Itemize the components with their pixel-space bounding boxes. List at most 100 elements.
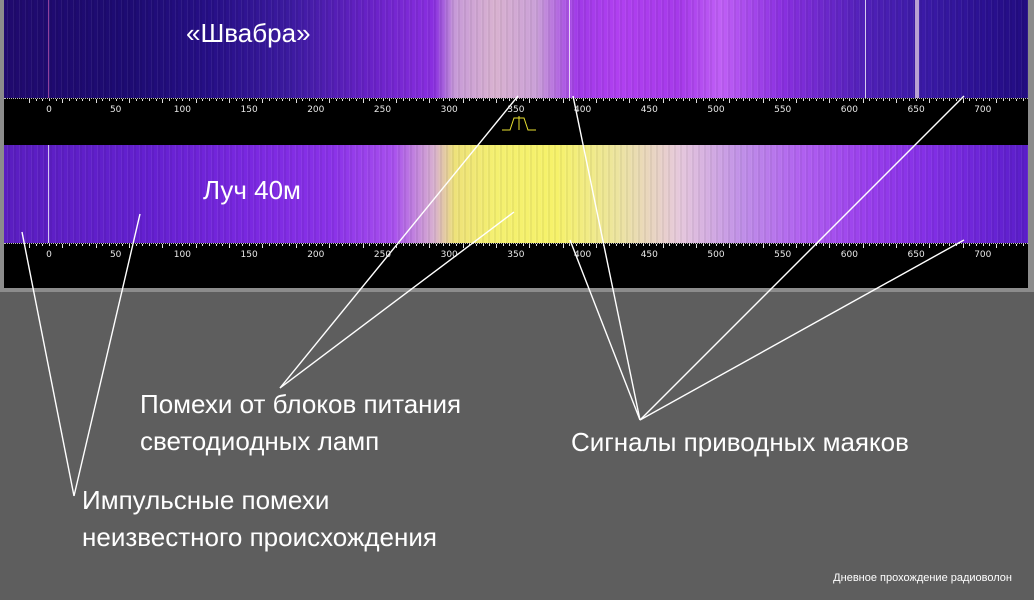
scale-minor-tick <box>976 244 978 246</box>
scale-minor-tick <box>502 99 504 101</box>
scale-minor-tick <box>149 99 151 101</box>
scale-minor-tick <box>435 244 437 246</box>
scale-minor-tick <box>355 244 357 246</box>
scale-minor-tick <box>515 99 517 101</box>
scale-tick-label: 550 <box>774 105 792 115</box>
scale-minor-tick <box>449 244 451 246</box>
scale-minor-tick <box>809 244 811 246</box>
scale-minor-tick <box>615 99 617 101</box>
scale-minor-tick <box>595 99 597 103</box>
scale-minor-tick <box>389 244 391 246</box>
led-noise-caption: Помехи от блоков питания светодиодных ла… <box>140 386 461 460</box>
scale-minor-tick <box>909 244 911 246</box>
scale-minor-tick <box>115 99 117 101</box>
scale-minor-tick <box>149 244 151 246</box>
scale-minor-tick <box>169 99 171 101</box>
scale-minor-tick <box>295 99 297 103</box>
scale-minor-tick <box>642 244 644 246</box>
scale-minor-tick <box>722 244 724 246</box>
scale-minor-tick <box>289 99 291 101</box>
scale-tick-label: 500 <box>707 105 725 115</box>
scale-minor-tick <box>122 99 124 101</box>
scale-minor-tick <box>742 244 744 246</box>
led-noise-line-2: светодиодных ламп <box>140 426 380 456</box>
scale-minor-tick <box>55 244 57 246</box>
scale-minor-tick <box>609 244 611 246</box>
scale-minor-tick <box>696 99 697 103</box>
scale-minor-tick <box>202 99 204 101</box>
scale-minor-tick <box>262 99 264 103</box>
scale-minor-tick <box>796 99 798 103</box>
scale-minor-tick <box>1022 99 1024 101</box>
scale-minor-tick <box>222 99 224 101</box>
scale-minor-tick <box>1009 99 1011 101</box>
scale-minor-tick <box>876 244 878 246</box>
scale-minor-tick <box>302 244 304 246</box>
scale-minor-tick <box>135 99 137 101</box>
scale-minor-tick <box>1002 244 1004 246</box>
impulse-noise-line-1: Импульсные помехи <box>82 485 330 515</box>
scale-minor-tick <box>382 244 384 246</box>
scale-minor-tick <box>529 244 531 248</box>
scale-minor-tick <box>222 244 224 246</box>
scale-minor-tick <box>862 244 864 248</box>
scale-minor-tick <box>682 244 684 246</box>
scale-minor-tick <box>682 99 684 101</box>
waterfall-bottom-label: Луч 40м <box>203 175 301 205</box>
scale-minor-tick <box>916 244 918 246</box>
scale-minor-tick <box>409 99 411 101</box>
waterfall-bottom <box>4 145 1028 243</box>
scale-minor-tick <box>649 244 651 246</box>
scale-minor-tick <box>542 244 544 246</box>
scale-minor-tick <box>415 244 417 246</box>
scale-minor-tick <box>289 244 291 246</box>
scale-tick-label: 500 <box>707 250 725 260</box>
scale-minor-tick <box>395 244 397 248</box>
scale-minor-tick <box>249 99 251 101</box>
waterfall-top <box>4 0 1028 98</box>
filter-passband-marker <box>502 116 536 131</box>
scale-minor-tick <box>889 244 891 246</box>
frequency-scale-bottom: 0 50 100 150 200 250 300 350 400 450 500 550 600 650 7… <box>4 243 1028 264</box>
scale-minor-tick <box>215 99 217 101</box>
scale-minor-tick <box>295 244 297 248</box>
scale-minor-tick <box>782 244 784 246</box>
scale-minor-tick <box>489 244 491 246</box>
scale-minor-tick <box>649 99 651 101</box>
impulse-noise-line-2: неизвестного происхождения <box>82 522 437 552</box>
scale-minor-tick <box>729 99 731 103</box>
scale-minor-tick <box>69 244 71 246</box>
scale-minor-tick <box>249 244 251 246</box>
scale-minor-tick <box>102 244 104 246</box>
scale-minor-tick <box>769 99 771 101</box>
scale-minor-tick <box>582 99 584 101</box>
scale-minor-tick <box>449 99 451 101</box>
scale-minor-tick <box>55 99 57 101</box>
scale-minor-tick <box>455 99 457 101</box>
scale-minor-tick <box>922 244 924 246</box>
scale-minor-tick <box>856 99 858 101</box>
scale-minor-tick <box>442 99 444 101</box>
scale-minor-tick <box>689 99 691 101</box>
scale-minor-tick <box>142 99 144 101</box>
scale-minor-tick <box>389 99 391 101</box>
scale-tick-label: 600 <box>840 250 858 260</box>
scale-tick-label: 700 <box>974 105 992 115</box>
scale-minor-tick <box>769 244 771 246</box>
scale-minor-tick <box>42 244 44 246</box>
footer-caption: Дневное прохождение радиоволон <box>833 572 1012 584</box>
scale-minor-tick <box>622 244 624 246</box>
scale-minor-tick <box>229 99 231 103</box>
scale-minor-tick <box>842 99 844 101</box>
scale-minor-tick <box>569 244 571 246</box>
scale-minor-tick <box>655 244 657 246</box>
scale-minor-tick <box>502 244 504 246</box>
scale-minor-tick <box>902 99 904 101</box>
scale-tick-label: 100 <box>173 250 191 260</box>
scale-minor-tick <box>262 244 264 248</box>
scale-minor-tick <box>922 99 924 101</box>
scale-minor-tick <box>996 244 998 248</box>
spectrum-panel-frame: 0 50 100 150 200 250 300 350 400 450 500 550 600 650 7… <box>0 0 1034 292</box>
scale-minor-tick <box>95 244 97 248</box>
scale-minor-tick <box>796 244 798 248</box>
